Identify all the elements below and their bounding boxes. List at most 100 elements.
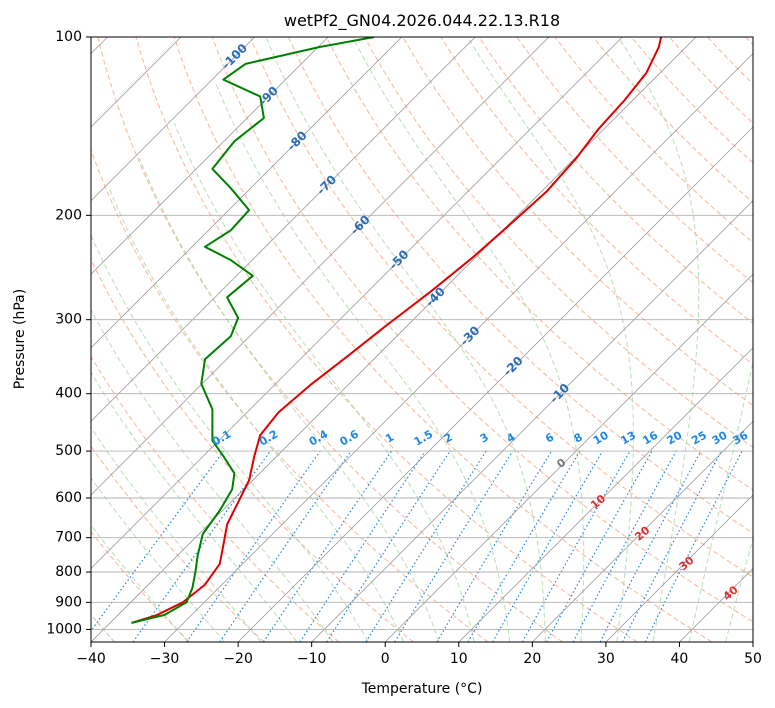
moist-adiabat xyxy=(215,83,511,642)
moist-adiabat xyxy=(91,233,369,642)
moist-adiabat-label: 30 xyxy=(676,553,696,573)
y-tick-label: 1000 xyxy=(46,621,82,637)
dry-adiabat xyxy=(554,37,753,244)
moist-adiabat xyxy=(725,536,753,642)
mixing-ratio-line xyxy=(394,450,514,642)
moist-adiabat xyxy=(91,426,261,642)
moist-adiabat xyxy=(617,37,700,642)
x-axis-label: Temperature (°C) xyxy=(361,681,483,697)
mixing-ratio-line xyxy=(326,450,451,642)
dry-adiabat xyxy=(745,37,753,46)
mixing-ratio-label: 30 xyxy=(710,428,730,447)
x-tick-label: 50 xyxy=(744,651,762,667)
moist-adiabat-label: 20 xyxy=(632,523,652,543)
isotherm-line xyxy=(91,37,623,569)
isotherm-label: -90 xyxy=(256,84,281,109)
x-tick-label: −30 xyxy=(150,651,180,667)
y-tick-label: 300 xyxy=(55,312,82,328)
isotherm-line xyxy=(605,494,753,642)
x-tick-label: −10 xyxy=(297,651,327,667)
dry-adiabat xyxy=(516,37,753,284)
moist-adiabat-label: 10 xyxy=(588,492,608,512)
x-tick-label: 10 xyxy=(450,651,468,667)
dry-adiabat xyxy=(402,37,753,407)
dry-adiabat xyxy=(440,37,753,365)
isotherm-line xyxy=(679,567,753,642)
isotherm-line xyxy=(458,347,753,642)
mixing-ratio-label: 13 xyxy=(618,429,638,448)
temperature-profile-line xyxy=(131,37,663,624)
dry-adiabat xyxy=(287,37,753,534)
isotherm-label: -40 xyxy=(423,284,448,309)
dewpoint-profile-line xyxy=(131,37,375,624)
mixing-ratio-line xyxy=(572,450,677,642)
isotherm-line xyxy=(752,641,753,642)
mixing-ratio-line xyxy=(521,450,631,642)
moist-adiabat xyxy=(91,477,225,642)
moist-adiabat xyxy=(91,524,189,642)
x-tick-label: 0 xyxy=(381,651,390,667)
isotherm-label: -10 xyxy=(547,381,572,406)
dry-adiabat xyxy=(668,37,753,125)
isotherm-line xyxy=(91,37,255,202)
y-tick-label: 100 xyxy=(55,29,82,45)
mixing-ratio-line xyxy=(436,450,553,642)
y-tick-label: 700 xyxy=(55,530,82,546)
dry-adiabat xyxy=(135,37,638,642)
moist-adiabat-label: 0 xyxy=(554,456,568,471)
dry-adiabat xyxy=(91,530,191,642)
dry-adiabat xyxy=(211,37,753,623)
plot-frame xyxy=(90,36,754,643)
mixing-ratio-line xyxy=(219,450,352,642)
mixing-ratio-label: 2 xyxy=(442,431,455,446)
y-tick-label: 500 xyxy=(55,443,82,459)
x-tick-label: 20 xyxy=(523,651,541,667)
mixing-ratio-label: 0.6 xyxy=(338,427,362,448)
mixing-ratio-line xyxy=(622,450,722,642)
isotherm-line xyxy=(164,53,753,642)
isotherm-line xyxy=(311,200,753,642)
mixing-ratio-label: 36 xyxy=(730,428,750,447)
x-tick-label: 30 xyxy=(597,651,615,667)
isotherm-label: -100 xyxy=(219,41,250,72)
isotherm-line xyxy=(91,37,550,496)
isotherm-line xyxy=(91,37,697,642)
mixing-ratio-label: 3 xyxy=(478,431,491,446)
y-tick-label: 900 xyxy=(55,594,82,610)
isotherm-line xyxy=(91,37,329,275)
dry-adiabat xyxy=(249,37,753,578)
mixing-ratio-label: 10 xyxy=(591,428,611,447)
y-tick-label: 800 xyxy=(55,564,82,580)
moist-adiabat xyxy=(173,123,475,642)
mixing-ratio-label: 1 xyxy=(383,431,396,446)
dry-adiabat xyxy=(326,37,753,491)
mixing-ratio-label: 20 xyxy=(665,428,685,447)
moist-adiabat xyxy=(688,359,753,642)
moist-adiabat-label: 40 xyxy=(721,583,741,603)
chart-title: wetPf2_GN04.2026.044.22.13.R18 xyxy=(284,11,560,31)
isotherm-line xyxy=(91,37,476,422)
dry-adiabat xyxy=(91,355,340,642)
isotherm-label: -60 xyxy=(348,212,373,237)
dry-adiabat xyxy=(173,37,713,642)
moist-adiabat xyxy=(91,371,298,642)
mixing-ratio-line xyxy=(299,450,426,642)
dry-adiabat xyxy=(91,445,265,642)
isotherm-label: -80 xyxy=(285,128,310,153)
mixing-ratio-line xyxy=(599,450,702,642)
mixing-ratio-line xyxy=(263,450,393,642)
moist-adiabat xyxy=(352,37,585,642)
moist-adiabat xyxy=(108,187,404,642)
x-tick-label: −20 xyxy=(223,651,253,667)
mixing-ratio-label: 25 xyxy=(689,429,709,448)
isotherm-label: -30 xyxy=(457,323,482,348)
y-tick-label: 200 xyxy=(55,207,82,223)
dry-adiabat xyxy=(592,37,753,204)
isotherm-line xyxy=(237,126,753,642)
mixing-ratio-label: 8 xyxy=(572,431,585,446)
moist-adiabat xyxy=(138,157,440,642)
mixing-ratio-label: 16 xyxy=(640,428,660,447)
x-tick-label: 40 xyxy=(671,651,689,667)
dry-adiabat xyxy=(478,37,753,324)
